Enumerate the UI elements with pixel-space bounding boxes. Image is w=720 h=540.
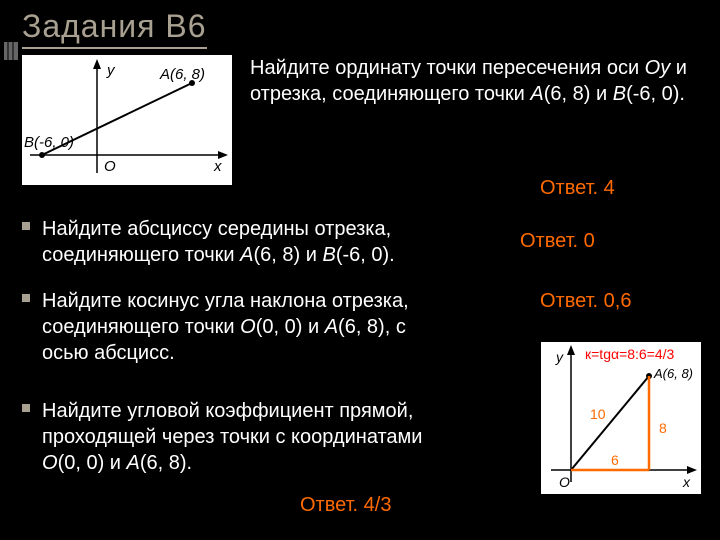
decorative-strip [4, 42, 18, 60]
base-value: 6 [611, 452, 619, 468]
answer-1: Ответ. 4 [540, 177, 615, 200]
bullet-marker-icon [22, 222, 30, 230]
point-b-label: B(-6, 0) [24, 134, 74, 151]
axis-x-label: x [213, 158, 222, 175]
formula-text: к=tgα=8:6=4/3 [585, 346, 674, 362]
graph-top: y x O A(6, 8) B(-6, 0) [22, 55, 232, 185]
axis-x-label-2: x [682, 474, 691, 490]
bullet-2-text: Найдите косинус угла наклона отрезка, со… [42, 288, 442, 366]
bullet-1-text: Найдите абсциссу середины отрезка, соеди… [42, 216, 502, 268]
height-value: 8 [659, 420, 667, 436]
bullet-2: Найдите косинус угла наклона отрезка, со… [22, 288, 442, 366]
hypotenuse-value: 10 [590, 406, 606, 422]
axis-y-label: y [106, 62, 116, 79]
origin-label: O [104, 158, 116, 175]
page-title: Задания В6 [22, 8, 207, 49]
bullet-3: Найдите угловой коэффициент прямой, прох… [22, 398, 462, 476]
bullet-1: Найдите абсциссу середины отрезка, соеди… [22, 216, 502, 268]
bullet-3-text: Найдите угловой коэффициент прямой, прох… [42, 398, 462, 476]
bullet-marker-icon [22, 294, 30, 302]
problem-text-top: Найдите ординату точки пересечения оси O… [250, 55, 690, 107]
origin-label-2: O [559, 474, 570, 490]
bullet-marker-icon [22, 404, 30, 412]
point-a-label-2: A(6, 8) [653, 366, 693, 381]
answer-3: Ответ. 0,6 [540, 290, 631, 313]
graph-bottom: y x O A(6, 8) [541, 342, 701, 494]
point-a-label: A(6, 8) [159, 66, 205, 83]
answer-2: Ответ. 0 [520, 230, 595, 253]
answer-4: Ответ. 4/3 [300, 494, 391, 517]
axis-y-label-2: y [555, 349, 564, 365]
